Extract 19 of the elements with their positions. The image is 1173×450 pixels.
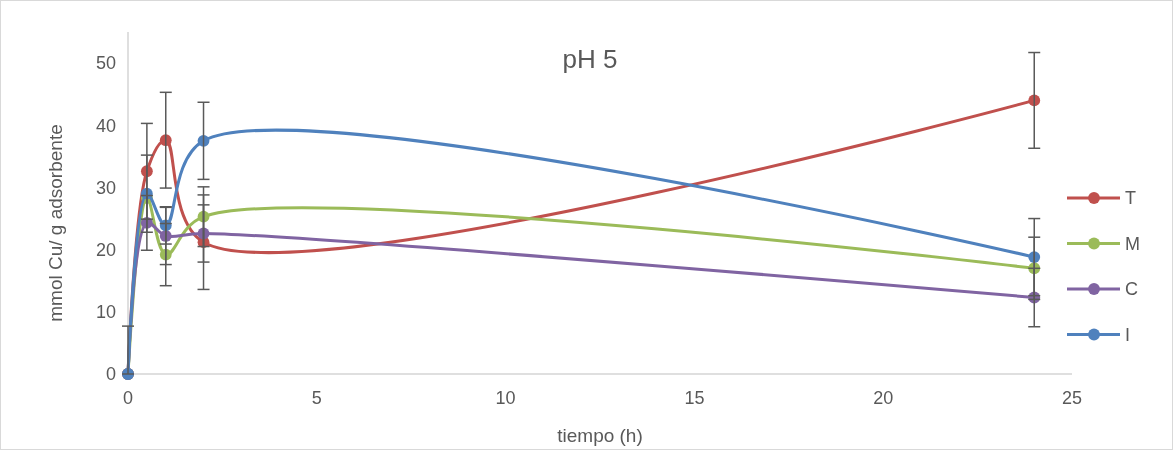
- legend-label: C: [1125, 279, 1138, 300]
- text: pH 5: [562, 44, 618, 74]
- y-tick-label: 30: [95, 177, 116, 198]
- y-tick-label: 20: [95, 239, 116, 260]
- x-tick-label: 20: [873, 388, 894, 408]
- x-tick-label: 5: [311, 388, 322, 408]
- y-tick-label: 0: [105, 364, 116, 385]
- y-tick-label: 40: [95, 115, 116, 136]
- x-tick-label: 15: [684, 388, 705, 408]
- y-tick-label: 10: [95, 302, 116, 323]
- x-axis-title: tiempo (h): [557, 425, 643, 446]
- x-tick-label: 25: [1061, 388, 1083, 408]
- y-tick-label: 50: [95, 53, 116, 74]
- x-tick-label: 0: [122, 388, 134, 408]
- legend-label: T: [1125, 188, 1136, 209]
- y-axis-title: mmol Cu/ g adsorbente: [45, 124, 66, 322]
- x-tick-label: 10: [495, 388, 516, 408]
- legend-label: M: [1125, 233, 1140, 254]
- legend-label: I: [1125, 324, 1131, 345]
